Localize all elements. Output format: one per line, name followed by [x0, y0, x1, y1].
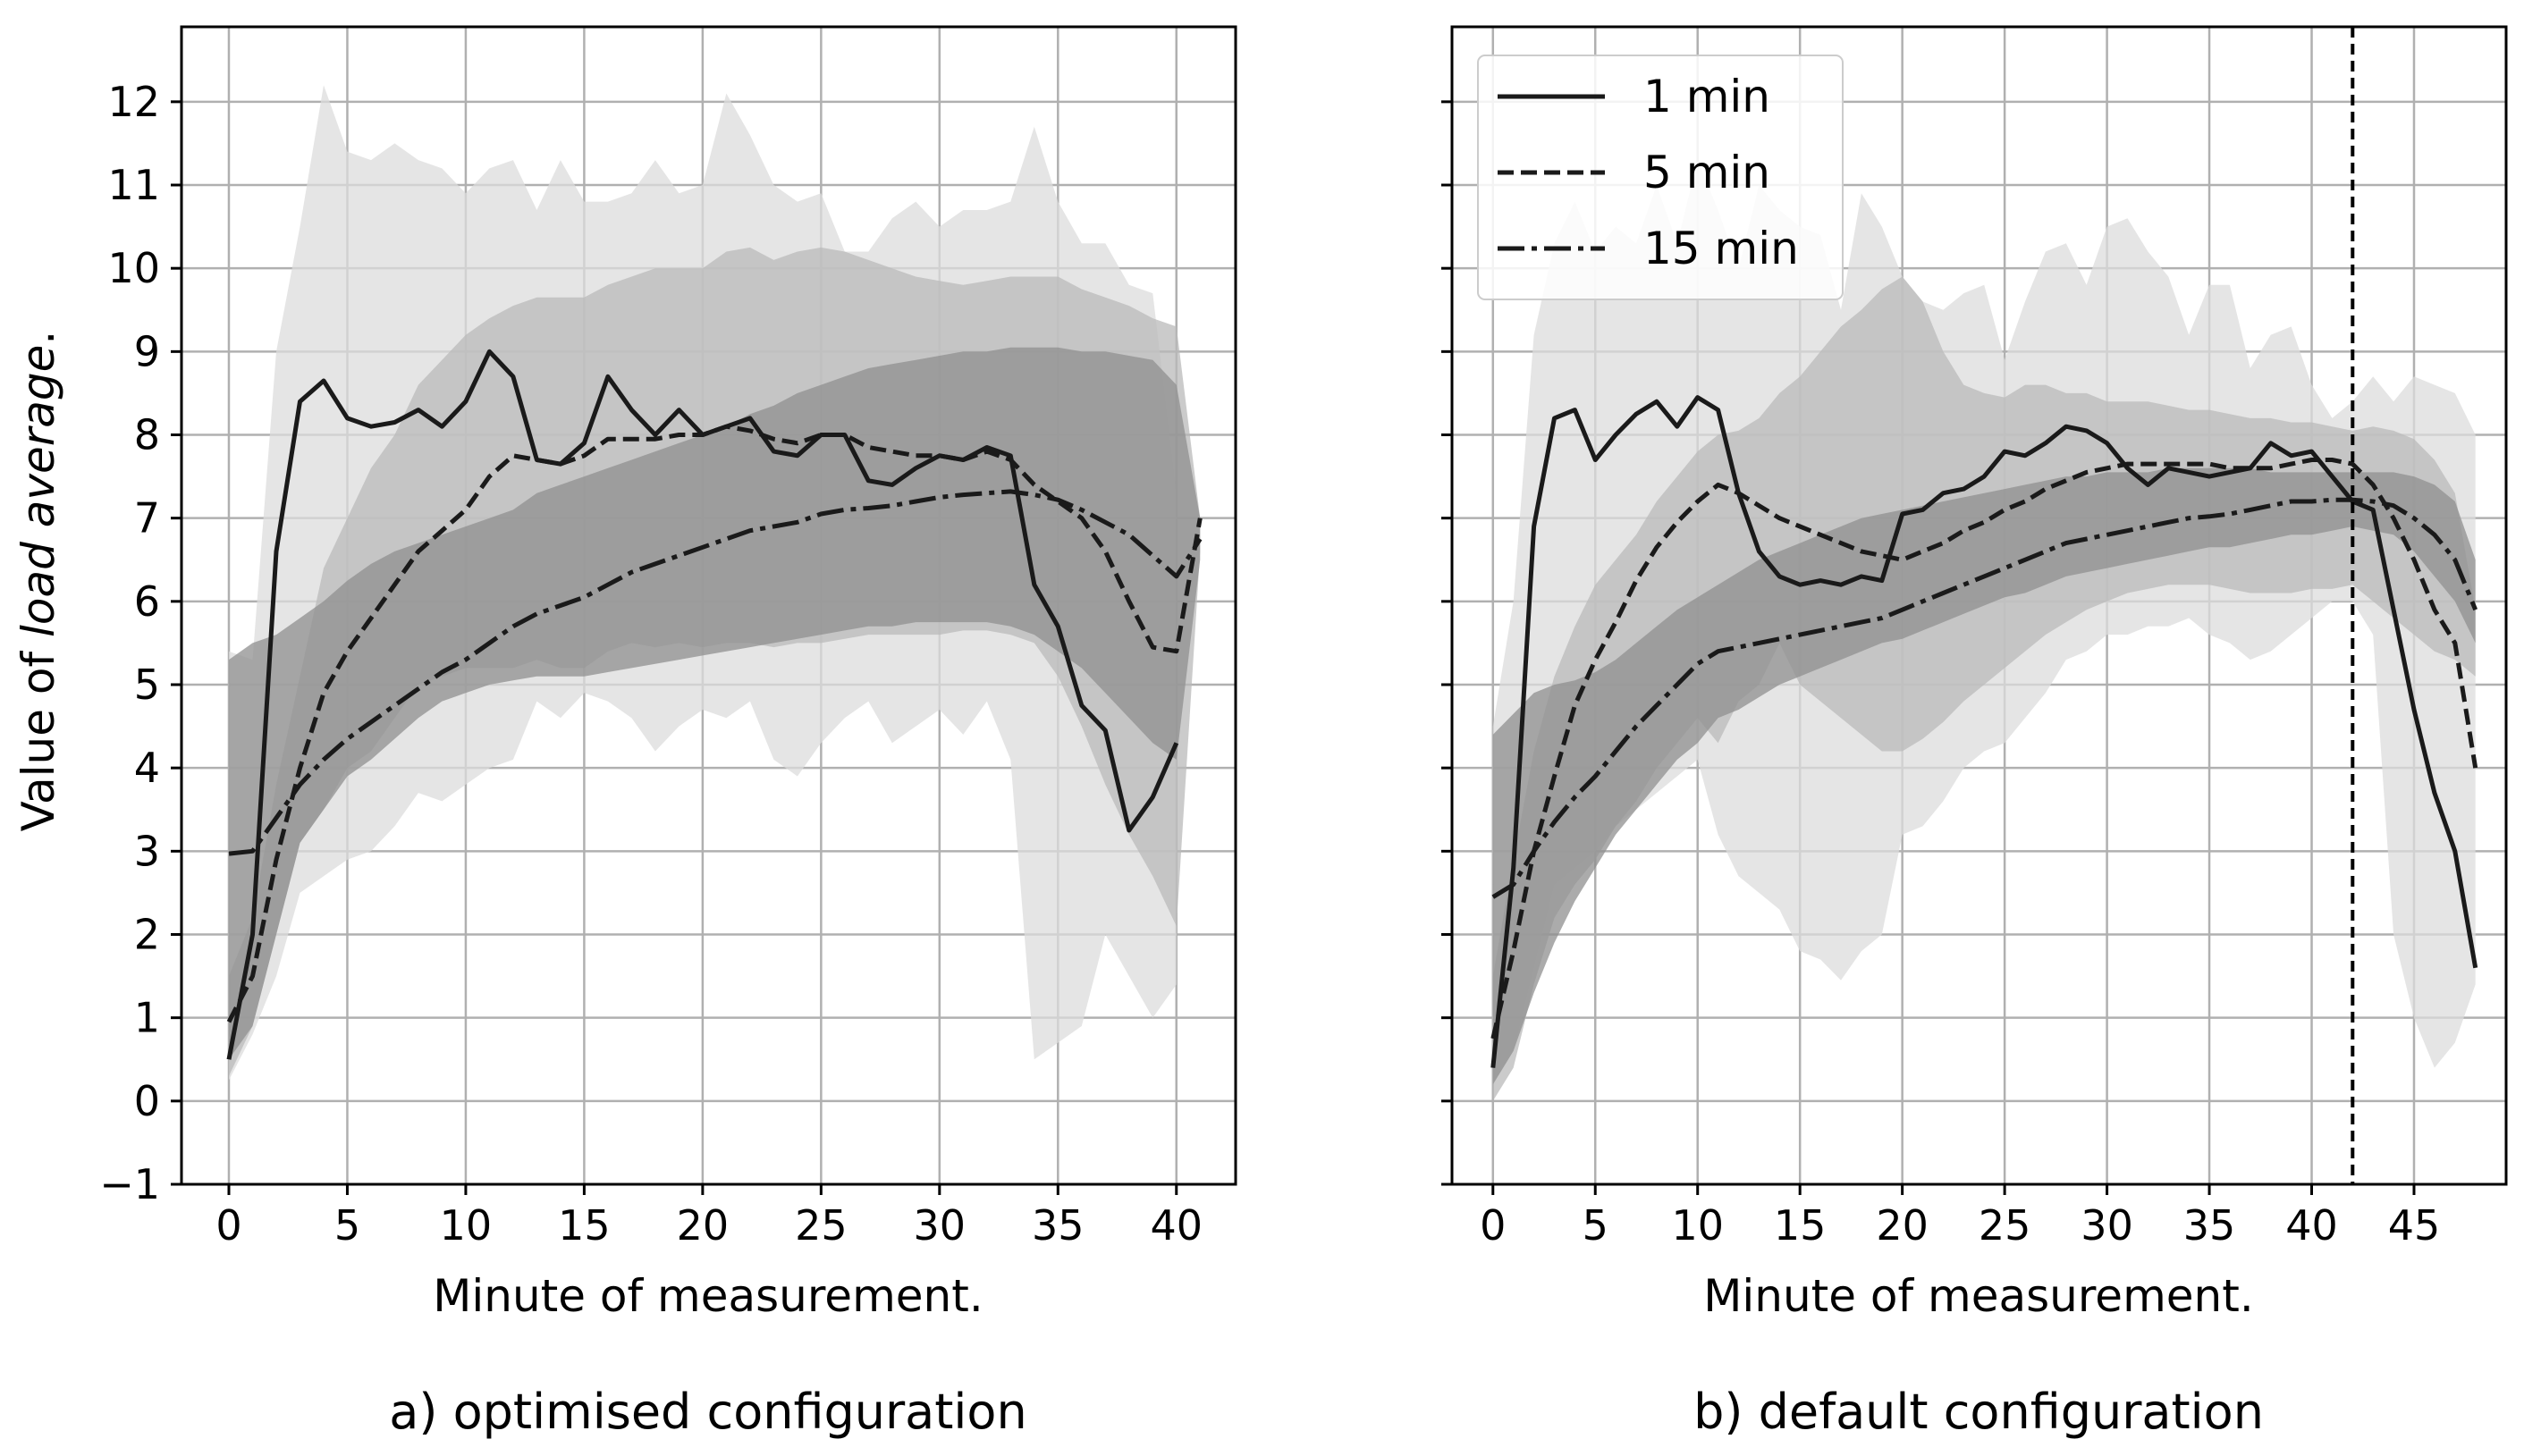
panel-a-x-tick-label-0: 0 — [215, 1201, 241, 1250]
panel-a-x-tick-label-5: 5 — [334, 1201, 360, 1250]
panel-b-x-tick-label-5: 5 — [1583, 1201, 1608, 1250]
panel-b-line-1min — [1490, 395, 2478, 1068]
panel-a-caption: a) optimised configuration — [389, 1384, 1026, 1440]
panel-b-line-5min — [1490, 458, 2478, 1039]
panel-b-lines — [1490, 395, 2478, 1068]
panel-a-x-tick-label-20: 20 — [677, 1201, 730, 1250]
legend-box — [1477, 55, 1844, 300]
legend-label-5min: 5 min — [1643, 147, 1770, 198]
panel-b-frame — [1450, 25, 2508, 1186]
panel-a-frame — [180, 25, 1237, 1186]
panel-a-line-5min — [226, 424, 1203, 1023]
panel-a-y-tick-label-0: 0 — [134, 1077, 160, 1125]
panel-b-line-15min — [1491, 497, 2478, 899]
panel-b-x-tick-label-35: 35 — [2183, 1201, 2236, 1250]
panel-b-y-ticks — [1441, 100, 1452, 1186]
panel-a-x-tick-label-35: 35 — [1032, 1201, 1085, 1250]
panel-a-x-tick-label-25: 25 — [795, 1201, 848, 1250]
panel-a-y-tick-label-1: 1 — [134, 994, 160, 1042]
panel-a-x-tick-label-30: 30 — [914, 1201, 967, 1250]
panel-b-x-ticks: 0 5 10 15 20 25 30 35 40 45 — [1480, 1184, 2440, 1250]
panel-a-y-tick-label-5: 5 — [134, 661, 160, 709]
panel-a-y-tick-label-4: 4 — [134, 744, 160, 792]
panel-b-x-axis-label: Minute of measurement. — [1703, 1270, 2253, 1322]
panel-a-bands — [229, 85, 1201, 1081]
y-axis-label-part-3: . — [13, 331, 64, 345]
panel-a-x-axis-label: Minute of measurement. — [433, 1270, 983, 1322]
legend-label-1min: 1 min — [1643, 71, 1770, 122]
panel-a-y-tick-label-7: 7 — [134, 494, 160, 543]
panel-a-lines — [226, 349, 1203, 1060]
panel-a-y-tick-label-9: 9 — [134, 327, 160, 375]
panel-b-x-tick-label-20: 20 — [1876, 1201, 1929, 1250]
panel-b-x-tick-label-40: 40 — [2285, 1201, 2338, 1250]
panel-a-y-tick-label-3: 3 — [134, 827, 160, 875]
panel-a-x-tick-label-15: 15 — [558, 1201, 611, 1250]
panel-a-line-15min — [228, 489, 1203, 856]
panel-a-band-15min — [229, 347, 1201, 1060]
panel-a-y-tick-label-2: 2 — [134, 911, 160, 959]
panel-a-y-tick-label-6: 6 — [134, 577, 160, 626]
panel-a-x-ticks: 0 5 10 15 20 25 30 35 40 — [215, 1184, 1203, 1250]
panel-a-y-tick-label-12: 12 — [107, 78, 160, 126]
panel-b-x-tick-label-25: 25 — [1979, 1201, 2031, 1250]
panel-b-bands — [1492, 160, 2476, 1101]
legend: 1 min 5 min 15 min — [1477, 55, 1844, 300]
panel-a-x-tick-label-40: 40 — [1150, 1201, 1203, 1250]
panel-a-y-tick-label--1: −1 — [99, 1160, 160, 1208]
legend-label-15min: 15 min — [1643, 223, 1799, 274]
panel-b-x-tick-label-30: 30 — [2081, 1201, 2133, 1250]
panel-b-x-tick-label-0: 0 — [1480, 1201, 1506, 1250]
panel-b-band-15min — [1492, 467, 2476, 1085]
panel-b-caption: b) default configuration — [1693, 1384, 2264, 1440]
panel-a-x-tick-label-10: 10 — [440, 1201, 493, 1250]
panel-a-y-tick-label-8: 8 — [134, 411, 160, 459]
panel-b-default: 0 5 10 15 20 25 30 35 40 45 Minute of measurement… — [1441, 25, 2508, 1440]
y-axis-label-part-2: load average — [13, 345, 64, 637]
panel-a-y-tick-label-11: 11 — [107, 161, 160, 209]
panel-b-x-tick-label-15: 15 — [1774, 1201, 1827, 1250]
panel-b-x-tick-label-45: 45 — [2388, 1201, 2441, 1250]
y-axis-label: Value of load average. — [13, 331, 64, 832]
y-axis-label-part-1: Value of — [13, 637, 64, 831]
panel-b-x-tick-label-10: 10 — [1671, 1201, 1724, 1250]
panel-a-y-tick-label-10: 10 — [107, 244, 160, 292]
